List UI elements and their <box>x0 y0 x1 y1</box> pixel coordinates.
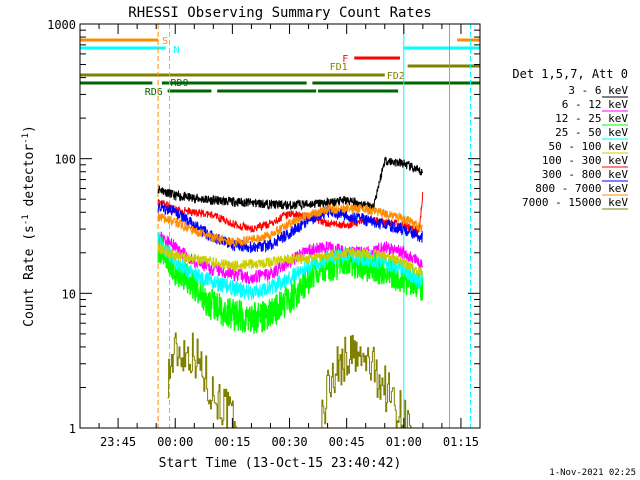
flag-label: FD1 <box>330 62 348 73</box>
flag-label: S <box>162 36 168 47</box>
axes: 1 10 100 1000 23:45 00:00 00:15 00:30 00:45 01:00… <box>47 18 481 449</box>
legend-entry: 12 - 25 keV <box>555 112 628 125</box>
flag-label: FD2 <box>387 71 405 82</box>
y-axis-label: Count Rate (s-1 detector-1) <box>21 125 37 327</box>
flag-label: F <box>342 54 348 65</box>
y-tick-label: 1000 <box>47 18 76 32</box>
y-tick-label: 1 <box>69 422 76 436</box>
series-line <box>157 242 423 276</box>
x-tick-label: 00:30 <box>271 435 307 449</box>
legend-entry: 300 - 800 keV <box>542 168 628 181</box>
series-line <box>157 192 424 235</box>
flag-label: N <box>174 45 180 56</box>
y-tick-label: 100 <box>54 153 76 167</box>
x-tick-label: 00:00 <box>157 435 193 449</box>
series-line <box>157 202 424 247</box>
legend-entry: 3 - 6 keV <box>568 84 628 97</box>
legend-entry: 6 - 12 keV <box>562 98 629 111</box>
count-rate-series <box>157 156 424 429</box>
flag-label: RD0 <box>171 78 189 89</box>
legend-title: Det 1,5,7, Att 0 <box>512 67 628 81</box>
y-axis-label-mid: detector <box>22 144 37 215</box>
legend-entry: 800 - 7000 keV <box>535 182 628 195</box>
x-tick-label: 23:45 <box>100 435 136 449</box>
x-tick-label: 00:15 <box>214 435 250 449</box>
footer-timestamp: 1-Nov-2021 02:25 <box>549 468 636 478</box>
flag-label: RD6 <box>145 87 163 98</box>
series-line <box>157 156 424 213</box>
x-tick-label: 01:15 <box>443 435 479 449</box>
y-axis-label-sup2: -1 <box>21 133 31 144</box>
series-line <box>167 332 423 429</box>
legend-entry: 7000 - 15000 keV <box>522 196 628 209</box>
legend-entry: 100 - 300 keV <box>542 154 628 167</box>
chart-title: RHESSI Observing Summary Count Rates <box>128 5 431 21</box>
legend-entry: 25 - 50 keV <box>555 126 628 139</box>
y-axis-label-main: Count Rate (s <box>22 225 37 327</box>
x-axis-label: Start Time (13-Oct-15 23:40:42) <box>159 456 402 471</box>
x-tick-label: 01:00 <box>386 435 422 449</box>
x-tick-label: 00:45 <box>329 435 365 449</box>
series-line <box>157 232 424 334</box>
legend-entry: 50 - 100 keV <box>549 140 629 153</box>
y-tick-label: 10 <box>62 287 76 301</box>
plot-frame <box>79 23 481 429</box>
y-axis-label-end: ) <box>22 125 37 133</box>
y-axis-label-sup1: -1 <box>21 214 31 225</box>
